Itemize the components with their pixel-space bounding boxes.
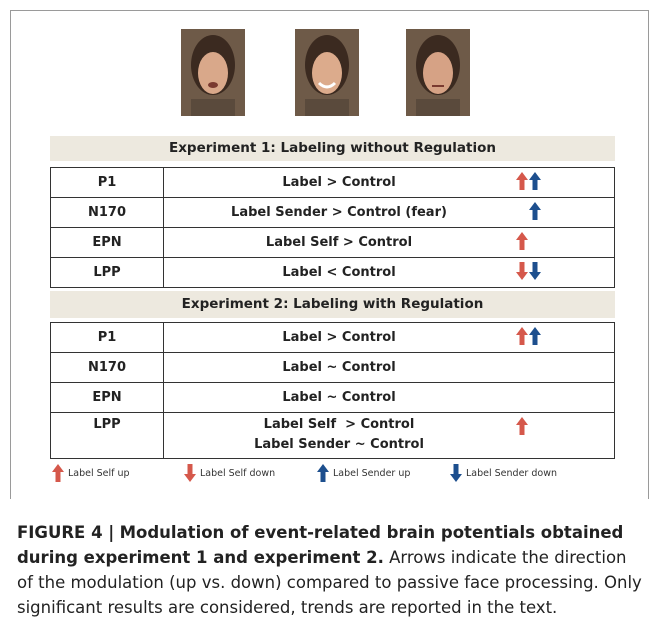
legend-arrow <box>317 464 329 482</box>
component: LPP <box>51 258 164 288</box>
component: EPN <box>51 228 164 258</box>
arrows <box>514 168 615 198</box>
arrow-icons <box>516 172 544 190</box>
effect: Label < Control <box>164 258 515 288</box>
legend-item: Label Self down <box>184 464 275 482</box>
effect: Label Sender > Control (fear) <box>164 198 515 228</box>
arrows <box>514 353 615 383</box>
caption: FIGURE 4 | Modulation of event-related b… <box>17 520 642 620</box>
legend-arrow <box>184 464 196 482</box>
legend-label: Label Self down <box>200 468 275 479</box>
caption-label: FIGURE 4 | <box>17 523 114 542</box>
effect-line: Label Sender ~ Control <box>164 435 514 455</box>
component: N170 <box>51 198 164 228</box>
arrows <box>514 323 615 353</box>
arrows <box>514 383 615 413</box>
legend-item: Label Sender down <box>450 464 557 482</box>
face-photo <box>181 29 245 116</box>
arrow-icons <box>516 232 544 250</box>
face-drawing <box>181 29 245 116</box>
component: LPP <box>51 413 164 459</box>
arrow-icons <box>516 202 544 220</box>
face-drawing <box>406 29 470 116</box>
component: EPN <box>51 383 164 413</box>
legend-label: Label Self up <box>68 468 130 479</box>
legend-arrow <box>52 464 64 482</box>
effect-line: Label Self > Control <box>164 415 514 435</box>
table-header: Experiment 2: Labeling with Regulation <box>50 291 615 318</box>
arrows <box>514 228 615 258</box>
arrow-icons <box>516 327 544 345</box>
arrows <box>514 258 615 288</box>
effect: Label Self > Control <box>164 228 515 258</box>
effect: Label > Control <box>164 323 515 353</box>
arrow-icons <box>516 262 544 280</box>
legend-arrow <box>450 464 462 482</box>
component: P1 <box>51 323 164 353</box>
table-header: Experiment 1: Labeling without Regulatio… <box>50 136 615 161</box>
legend-label: Label Sender down <box>466 468 557 479</box>
effect: Label ~ Control <box>164 383 515 413</box>
legend-item: Label Self up <box>52 464 130 482</box>
face-drawing <box>295 29 359 116</box>
face-photo <box>406 29 470 116</box>
component: P1 <box>51 168 164 198</box>
arrows <box>514 198 615 228</box>
component: N170 <box>51 353 164 383</box>
legend-item: Label Sender up <box>317 464 410 482</box>
effect: Label ~ Control <box>164 353 515 383</box>
effect: Label > Control <box>164 168 515 198</box>
arrows <box>514 413 615 459</box>
arrow-icons <box>516 417 544 435</box>
page: {"experiment1": {"title": "Experiment 1:… <box>0 0 658 627</box>
legend-label: Label Sender up <box>333 468 410 479</box>
face-photo <box>295 29 359 116</box>
